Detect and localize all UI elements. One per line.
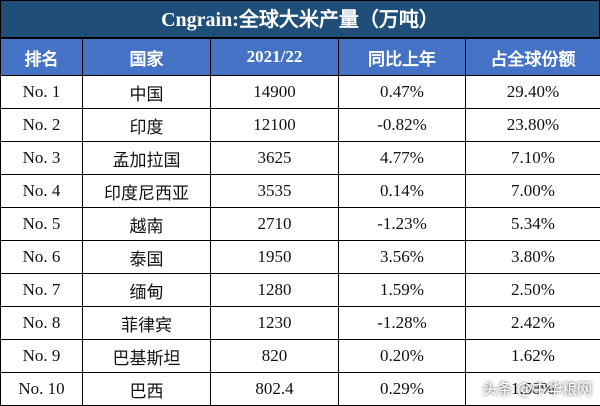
table-cell: 0.20% [339,340,466,373]
table-cell: 820 [211,340,339,373]
table-cell: 0.14% [339,175,466,208]
table-cell: 巴西 [83,373,211,406]
table-cell: 1950 [211,241,339,274]
table-cell: 2.50% [466,274,600,307]
column-header: 排名 [1,39,83,76]
table-cell: 5.34% [466,208,600,241]
table-cell: 泰国 [83,241,211,274]
table-cell: -0.82% [339,109,466,142]
table-cell: 中国 [83,76,211,109]
table-cell: 印度 [83,109,211,142]
table-cell: 3535 [211,175,339,208]
table-cell: 2.42% [466,307,600,340]
table-cell: 3625 [211,142,339,175]
table-cell: No. 9 [1,340,83,373]
table-title: Cngrain:全球大米产量（万吨） [0,0,600,38]
table-cell: 0.47% [339,76,466,109]
table-cell: No. 7 [1,274,83,307]
table-cell: 23.80% [466,109,600,142]
table-cell: 4.77% [339,142,466,175]
table-cell: 巴基斯坦 [83,340,211,373]
column-header: 同比上年 [339,39,466,76]
table-cell: -1.23% [339,208,466,241]
table-cell: -1.28% [339,307,466,340]
column-header: 占全球份额 [466,39,600,76]
table-cell: 3.56% [339,241,466,274]
table-cell: 1230 [211,307,339,340]
table-cell: 缅甸 [83,274,211,307]
table-cell: 7.00% [466,175,600,208]
table-cell: No. 8 [1,307,83,340]
table-cell: 印度尼西亚 [83,175,211,208]
table-cell: 越南 [83,208,211,241]
table-cell: 0.29% [339,373,466,406]
table-cell: No. 5 [1,208,83,241]
table-cell: 1.59% [339,274,466,307]
table-cell: No. 3 [1,142,83,175]
table-cell: No. 2 [1,109,83,142]
table-cell: 3.80% [466,241,600,274]
table-cell: 29.40% [466,76,600,109]
table-cell: No. 4 [1,175,83,208]
table-cell: 孟加拉国 [83,142,211,175]
table-cell: 7.10% [466,142,600,175]
table-cell: No. 6 [1,241,83,274]
table-cell: 1280 [211,274,339,307]
table-cell: 802.4 [211,373,339,406]
table-cell: No. 1 [1,76,83,109]
table-cell: 14900 [211,76,339,109]
table-cell: 菲律宾 [83,307,211,340]
table-cell: No. 10 [1,373,83,406]
column-header: 2021/22 [211,39,339,76]
table-cell: 12100 [211,109,339,142]
column-header: 国家 [83,39,211,76]
watermark: 头条 @中华粮网 [482,378,592,399]
table-cell: 1.62% [466,340,600,373]
table-cell: 2710 [211,208,339,241]
